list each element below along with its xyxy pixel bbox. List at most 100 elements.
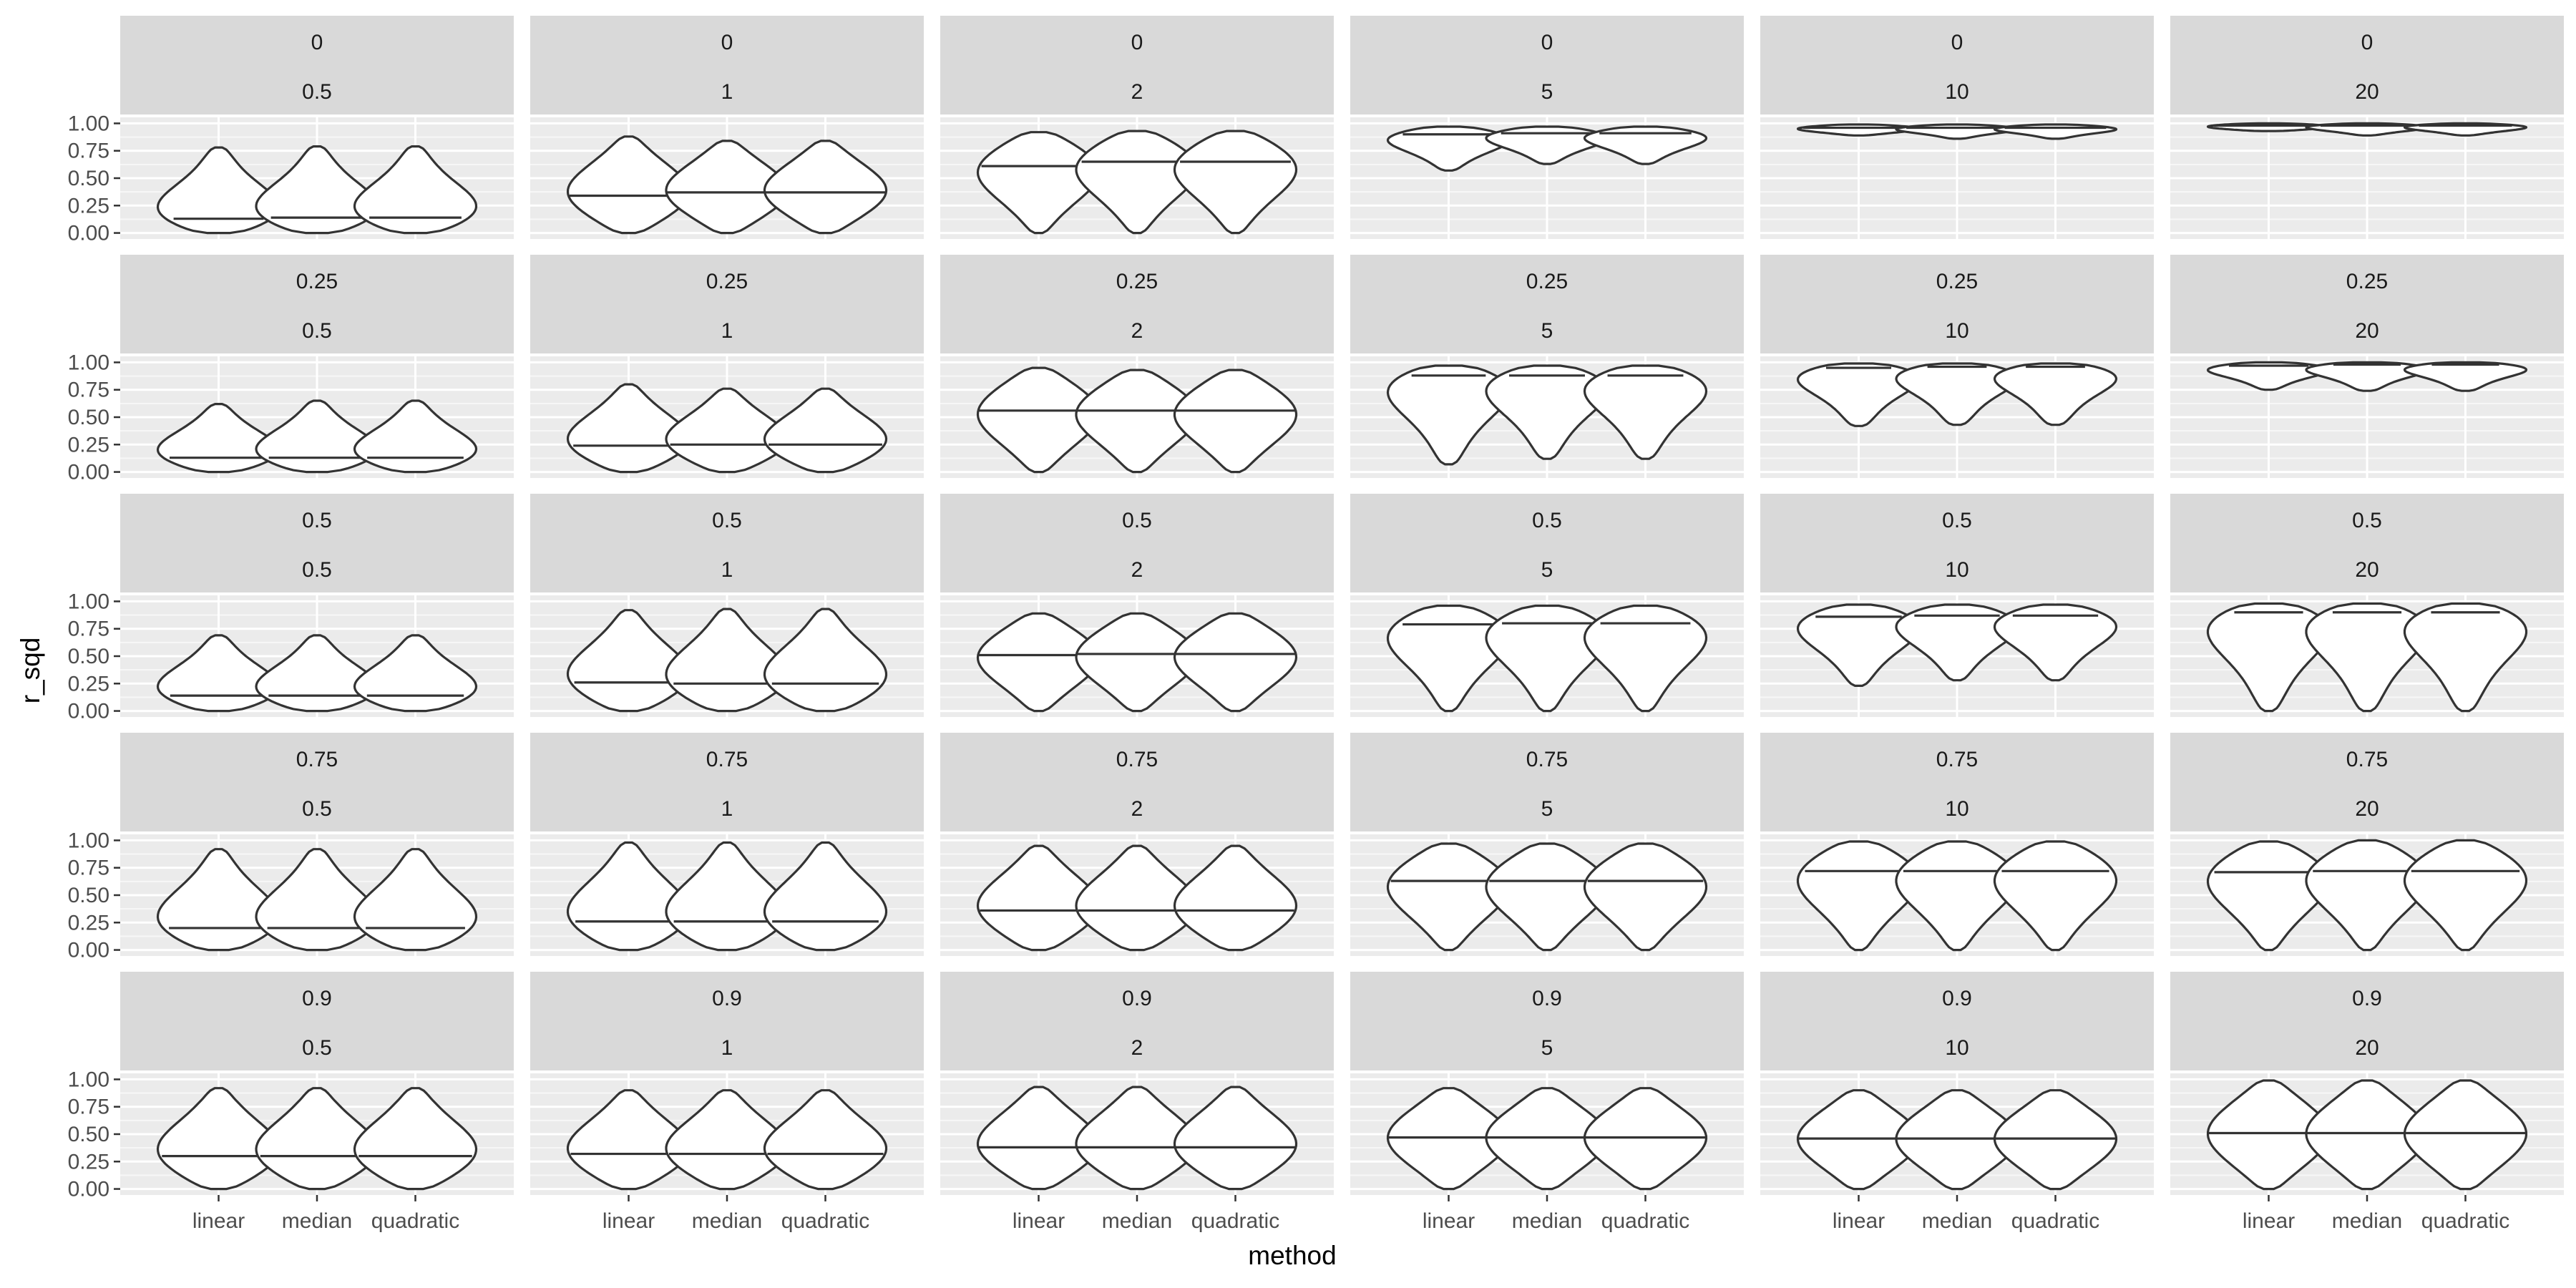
violin-median [1895,840,2019,952]
facet-panel: 0.25 0.5 [120,255,514,478]
y-tick-label: 0.50 [68,1123,109,1146]
facet-strip-row-label: 0.5 [1942,509,1972,532]
y-tick-label: 0.50 [68,406,109,429]
x-tick-label: linear [2243,1209,2295,1233]
facet-strip-row-label: 0.5 [302,509,332,532]
facet-strip [120,494,514,592]
violin-linear [1386,125,1511,172]
facet-panel: 05 [1350,16,1744,239]
facet-strip [940,972,1334,1070]
x-tick-label: linear [1013,1209,1065,1233]
facet-panel: 0.75 2 [940,733,1334,956]
facet-strip-row-label: 0 [1131,31,1143,54]
facet-strip-col-label: 1 [721,1036,733,1060]
facet-strip-col-label: 10 [1945,558,1968,582]
facet-strip-col-label: 5 [1541,558,1553,582]
facet-strip-col-label: 1 [721,797,733,821]
violin-linear [1796,840,1921,952]
facet-panel: 0.55 [1350,494,1744,717]
facet-strip-row-label: 0.25 [1526,270,1568,293]
facet-panel: 0.9 10 [1760,972,2154,1195]
facet-panel: 0.25 20 [2170,255,2564,478]
facet-strip-col-label: 20 [2355,1036,2379,1060]
facet-strip-col-label: 0.5 [302,80,332,104]
facet-strip-col-label: 0.5 [302,319,332,343]
facet-strip-row-label: 0.5 [1122,509,1152,532]
violin-linear [976,131,1101,235]
facet-strip [530,255,924,353]
y-tick-label: 0.50 [68,884,109,907]
facet-strip [530,733,924,831]
violin-linear [1796,362,1921,427]
y-tick-label: 1.00 [68,351,109,374]
facet-strip-col-label: 1 [721,80,733,104]
x-tick-label: median [282,1209,352,1233]
violin-median [1485,842,1609,952]
violin-quadratic [353,145,478,235]
violin-quadratic [763,387,888,474]
violin-quadratic [1583,842,1708,952]
y-tick-label: 0.25 [68,672,109,696]
y-tick-label: 0.75 [68,857,109,880]
facet-strip [940,494,1334,592]
y-tick-label: 0.00 [68,700,109,723]
facet-strip-row-label: 0 [2361,31,2373,54]
violin-median [2305,361,2429,392]
violin-quadratic [763,841,888,952]
facet-strip-col-label: 0.5 [302,558,332,582]
violin-median [1485,125,1609,165]
facet-strip [2170,255,2564,353]
y-tick-label: 1.00 [68,1068,109,1091]
violin-quadratic [763,608,888,713]
x-tick-label: median [692,1209,762,1233]
x-tick-label: linear [1423,1209,1475,1233]
y-tick-label: 0.75 [68,140,109,163]
y-tick-label: 1.00 [68,590,109,613]
facet-strip-row-label: 0.25 [1116,270,1158,293]
x-tick-label: quadratic [2011,1209,2099,1233]
facet-panel: 0.75 20 [2170,733,2564,956]
violin-median [2305,839,2429,952]
facet-panel: 00.5 [120,16,514,239]
x-tick-label: linear [192,1209,245,1233]
violin-quadratic [353,1087,478,1191]
y-tick-label: 0.00 [68,461,109,484]
facet-strip-row-label: 0.9 [1532,987,1562,1010]
x-tick-label: quadratic [781,1209,869,1233]
facet-strip-row-label: 0.75 [706,748,748,771]
facet-panel: 0 20 [2170,16,2564,239]
facet-strip-col-label: 20 [2355,797,2379,821]
facet-strip [940,733,1334,831]
y-axes: 0.00 0.25 0.50 0.75 1.00 0.00 0.25 0.50 0.75 1.00… [68,112,120,1201]
facet-strip [530,972,924,1070]
facet-strip-col-label: 2 [1131,558,1143,582]
facet-strip-col-label: 5 [1541,80,1553,104]
violin-quadratic [763,140,888,235]
facet-strip [1350,494,1744,592]
violin-quadratic [2403,1079,2528,1191]
facet-panel: 0.25 5 [1350,255,1744,478]
x-tick-label: quadratic [2421,1209,2509,1233]
violin-quadratic [1173,612,1298,713]
facet-strip [530,494,924,592]
facet-strip-col-label: 10 [1945,319,1968,343]
panels-layer: 00.50102050100200.250.50.2510.2520.2550.… [120,16,2564,1195]
violin-median [1895,362,2019,426]
y-axis-title: r_sqd [16,638,45,704]
y-tick-label: 0.50 [68,167,109,190]
y-tick-label: 0.00 [68,1178,109,1201]
facet-panel: 0.5 10 [1760,494,2154,717]
facet-strip-col-label: 0.5 [302,1036,332,1060]
violin-quadratic [353,399,478,474]
y-tick-label: 0.75 [68,379,109,402]
facet-strip-row-label: 0.25 [2346,270,2388,293]
facet-panel: 0.92 [940,972,1334,1195]
facet-strip [1760,733,2154,831]
violin-linear [976,366,1101,474]
facet-strip-row-label: 0.75 [1116,748,1158,771]
y-tick-label: 0.50 [68,645,109,668]
violin-median [2305,602,2429,713]
facet-strip-col-label: 0.5 [302,797,332,821]
facet-strip-row-label: 0.25 [1936,270,1978,293]
